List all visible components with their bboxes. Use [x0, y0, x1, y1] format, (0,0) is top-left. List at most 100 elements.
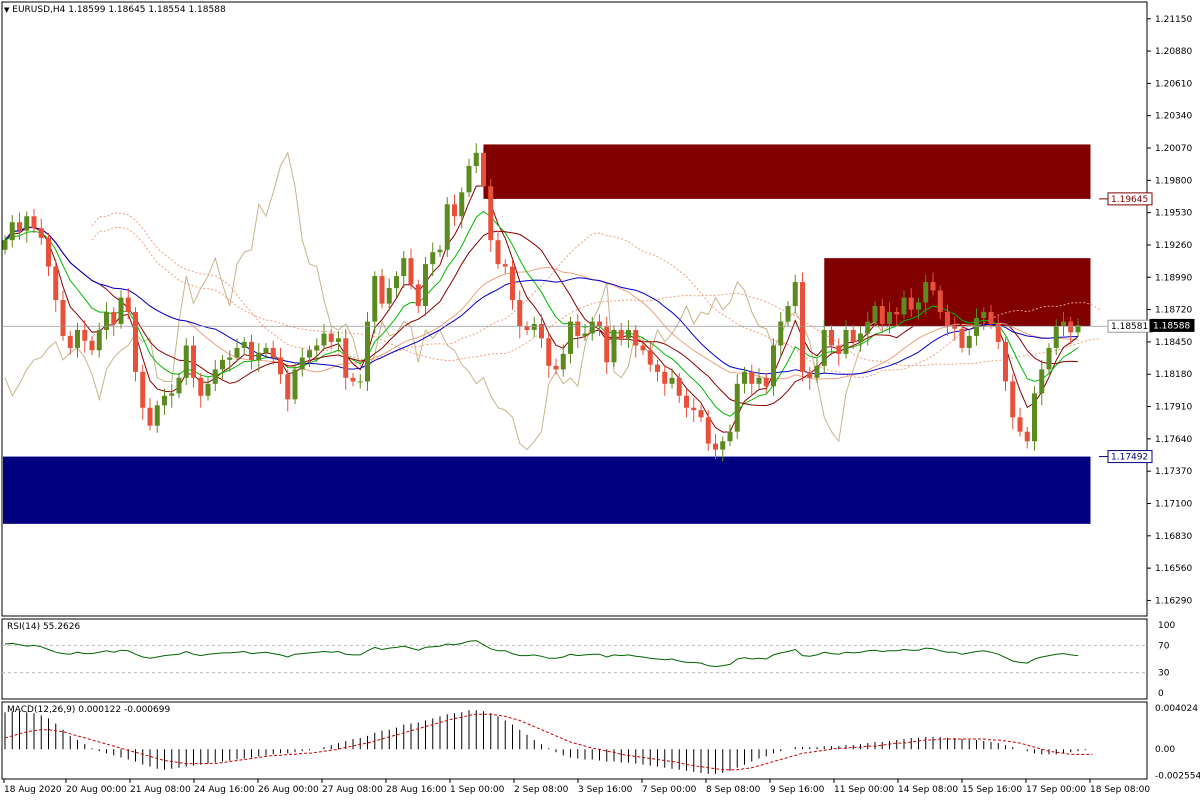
candle-body	[1039, 369, 1045, 394]
macd-y-tick-label: 0.00	[1155, 745, 1175, 755]
candle-body	[792, 282, 798, 307]
candle-body	[256, 352, 262, 360]
y-tick-label: 1.18990	[1155, 273, 1192, 283]
zone-resistance-lower	[824, 258, 1091, 327]
candle-body	[481, 152, 486, 187]
candle-body	[568, 321, 573, 354]
ma-blue-line	[4, 226, 1079, 375]
candle-body	[604, 326, 610, 363]
x-tick-label: 1 Sep 00:00	[450, 785, 505, 795]
candle-body	[212, 369, 218, 384]
candle-body	[220, 359, 225, 370]
candle-body	[307, 350, 312, 358]
candle-body	[459, 192, 465, 217]
candle-body	[328, 333, 334, 342]
candle-body	[60, 300, 66, 336]
candle-body	[988, 311, 994, 324]
rsi-y-tick-label: 30	[1158, 669, 1170, 679]
y-tick-label: 1.20070	[1155, 144, 1192, 154]
y-tick-label: 1.20880	[1155, 47, 1192, 57]
candle-body	[488, 186, 494, 241]
candle-body	[292, 369, 298, 400]
candle-body	[966, 335, 972, 348]
candle-body	[104, 311, 109, 330]
candle-body	[336, 338, 341, 342]
candle-body	[365, 321, 370, 382]
candle-body	[937, 290, 943, 312]
candle-body	[611, 329, 617, 363]
candle-body	[887, 311, 892, 324]
y-tick-label: 1.18450	[1155, 338, 1192, 348]
candle-body	[147, 407, 153, 426]
candle-body	[705, 417, 711, 444]
x-tick-label: 8 Sep 08:00	[706, 785, 761, 795]
candle-body	[169, 393, 175, 396]
candle-body	[843, 329, 849, 354]
candle-body	[1010, 381, 1016, 418]
x-tick-label: 18 Aug 2020	[4, 785, 62, 795]
candle-body	[691, 407, 697, 411]
y-tick-label: 1.18180	[1155, 370, 1192, 380]
candle-body	[263, 347, 269, 353]
candle-body	[713, 443, 718, 450]
dropdown-triangle-icon[interactable]: ▼	[4, 6, 10, 14]
price-label-support: 1.17492	[1111, 453, 1148, 463]
candle-body	[720, 441, 726, 450]
candle-body	[444, 204, 450, 250]
candle-body	[17, 222, 22, 231]
x-tick-label: 21 Aug 08:00	[130, 785, 191, 795]
y-tick-label: 1.20340	[1155, 112, 1192, 122]
candle-body	[974, 317, 979, 336]
candle-body	[394, 276, 399, 289]
macd-pane-frame	[1, 701, 1148, 780]
x-tick-label: 24 Aug 16:00	[194, 785, 255, 795]
candle-body	[176, 377, 182, 394]
x-tick-label: 20 Aug 00:00	[66, 785, 127, 795]
candle-body	[655, 364, 660, 372]
candle-body	[154, 405, 160, 426]
candle-body	[82, 329, 88, 341]
price-label-resistance: 1.19645	[1111, 195, 1148, 205]
candle-body	[531, 323, 537, 330]
candle-body	[575, 321, 581, 336]
candle-body	[38, 228, 44, 238]
candle-body	[734, 383, 740, 432]
candle-body	[466, 165, 472, 193]
candle-body	[836, 345, 842, 354]
candle-body	[930, 282, 936, 291]
candle-body	[669, 377, 675, 384]
candle-body	[539, 323, 544, 339]
candle-body	[372, 276, 378, 322]
candle-body	[995, 323, 1001, 342]
candle-body	[959, 328, 965, 348]
candle-body	[24, 216, 30, 231]
candle-body	[1053, 326, 1059, 348]
candle-body	[415, 284, 421, 307]
candle-body	[858, 333, 863, 342]
candle-body	[379, 276, 385, 304]
candle-body	[125, 297, 131, 312]
candle-body	[495, 240, 501, 265]
candle-body	[771, 345, 776, 387]
x-tick-label: 28 Aug 16:00	[386, 785, 447, 795]
candle-body	[879, 306, 885, 324]
candle-body	[473, 152, 479, 166]
candle-body	[916, 302, 921, 310]
candle-body	[1032, 393, 1037, 442]
x-tick-label: 2 Sep 08:00	[514, 785, 569, 795]
candle-body	[321, 333, 327, 346]
candle-body	[510, 266, 515, 301]
x-tick-label: 18 Sep 08:00	[1090, 785, 1150, 795]
price-label-level: 1.18581	[1111, 322, 1148, 332]
candle-body	[749, 371, 755, 384]
y-tick-label: 1.19800	[1155, 176, 1192, 186]
candle-body	[923, 282, 929, 303]
candle-body	[676, 377, 682, 396]
candle-body	[524, 326, 530, 330]
y-tick-label: 1.19530	[1155, 209, 1192, 219]
candle-body	[227, 357, 233, 360]
price-label-current: 1.18588	[1153, 321, 1190, 331]
candle-body	[597, 321, 602, 327]
y-tick-label: 1.16830	[1155, 532, 1192, 542]
